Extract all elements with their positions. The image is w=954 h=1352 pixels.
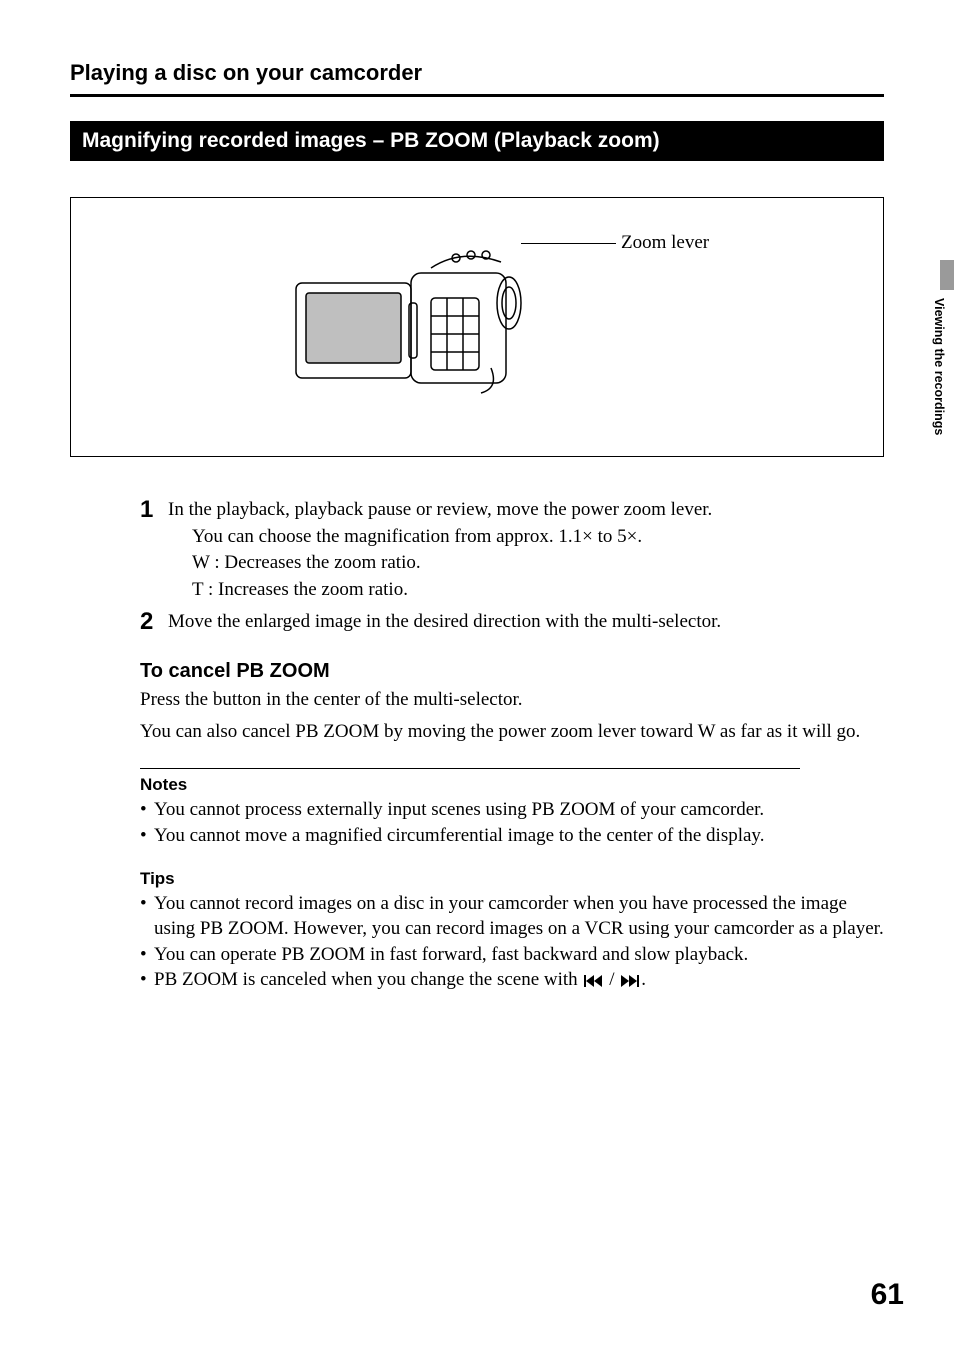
bullet-dot: •	[140, 942, 154, 968]
page-subject-header: Magnifying recorded images – PB ZOOM (Pl…	[70, 121, 884, 161]
step-body: In the playback, playback pause or revie…	[168, 497, 712, 603]
bullet-dot: •	[140, 823, 154, 849]
tips-item-text: You can operate PB ZOOM in fast forward,…	[154, 942, 748, 968]
cancel-line: You can also cancel PB ZOOM by moving th…	[140, 719, 884, 745]
step-main-text: Move the enlarged image in the desired d…	[168, 609, 721, 636]
cancel-line: Press the button in the center of the mu…	[140, 687, 884, 713]
notes-item: •You cannot process externally input sce…	[140, 797, 884, 823]
notes-rule	[140, 768, 800, 769]
section-title: Playing a disc on your camcorder	[70, 60, 884, 86]
cancel-heading: To cancel PB ZOOM	[140, 660, 884, 683]
page-number: 61	[871, 1278, 904, 1312]
diagram-box: Zoom lever	[70, 197, 884, 457]
camcorder-illustration	[281, 228, 541, 428]
step-sub-line: T : Increases the zoom ratio.	[192, 577, 712, 604]
tips-item: • PB ZOOM is canceled when you change th…	[140, 967, 884, 993]
step-number: 2	[140, 609, 168, 636]
side-tab-text: Viewing the recordings	[932, 298, 946, 435]
step-sub-line: W : Decreases the zoom ratio.	[192, 550, 712, 577]
steps-block: 1 In the playback, playback pause or rev…	[140, 497, 884, 636]
bullet-dot: •	[140, 797, 154, 823]
step-body: Move the enlarged image in the desired d…	[168, 609, 721, 636]
notes-list: •You cannot process externally input sce…	[140, 797, 884, 848]
zoom-leader-line	[521, 243, 616, 244]
notes-item: •You cannot move a magnified circumferen…	[140, 823, 884, 849]
notes-item-text: You cannot process externally input scen…	[154, 797, 764, 823]
step-main-text: In the playback, playback pause or revie…	[168, 497, 712, 524]
notes-item-text: You cannot move a magnified circumferent…	[154, 823, 764, 849]
notes-title: Notes	[140, 775, 884, 795]
zoom-lever-label: Zoom lever	[621, 232, 709, 254]
tips-item-text: PB ZOOM is canceled when you change the …	[154, 967, 646, 993]
tips-item: •You can operate PB ZOOM in fast forward…	[140, 942, 884, 968]
tips-item-3-suffix: .	[641, 969, 646, 990]
skip-back-icon	[582, 969, 604, 990]
skip-forward-icon	[619, 969, 641, 990]
tips-item-3-prefix: PB ZOOM is canceled when you change the …	[154, 969, 582, 990]
step-2: 2 Move the enlarged image in the desired…	[140, 609, 884, 636]
slash-separator: /	[609, 969, 619, 990]
tips-list: •You cannot record images on a disc in y…	[140, 891, 884, 994]
bullet-dot: •	[140, 891, 154, 942]
tips-item-text: You cannot record images on a disc in yo…	[154, 891, 884, 942]
step-sub-line: You can choose the magnification from ap…	[192, 524, 712, 551]
side-tab-marker	[940, 260, 954, 290]
section-rule	[70, 94, 884, 97]
tips-item: •You cannot record images on a disc in y…	[140, 891, 884, 942]
side-tab: Viewing the recordings	[926, 260, 954, 470]
step-number: 1	[140, 497, 168, 603]
bullet-dot: •	[140, 967, 154, 993]
tips-title: Tips	[140, 869, 884, 889]
step-1: 1 In the playback, playback pause or rev…	[140, 497, 884, 603]
